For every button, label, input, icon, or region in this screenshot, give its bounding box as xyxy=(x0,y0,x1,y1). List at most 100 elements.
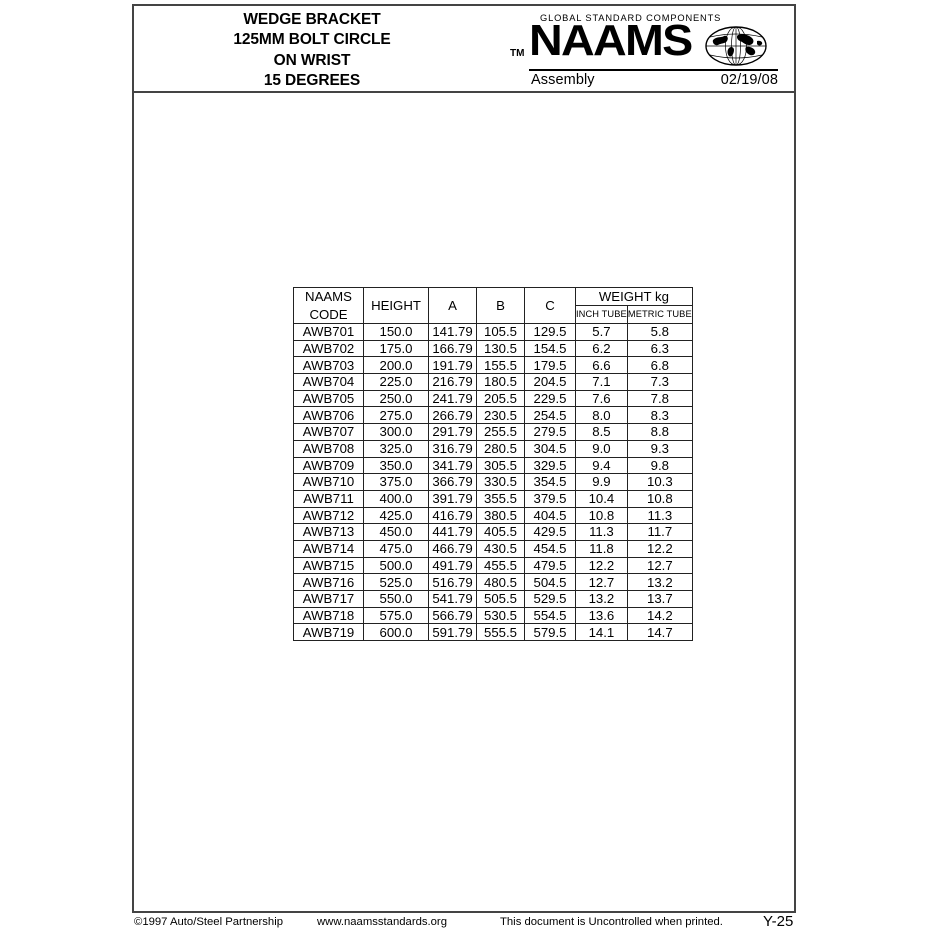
table-row: AWB719 600.0 591.79 555.5 579.5 14.1 14.7 xyxy=(293,623,693,642)
cell-inch: 9.9 xyxy=(575,473,628,491)
cell-code: AWB715 xyxy=(293,556,364,575)
cell-a: 241.79 xyxy=(428,389,477,408)
table-row: AWB701 150.0 141.79 105.5 129.5 5.7 5.8 xyxy=(293,323,693,341)
table-row: AWB711 400.0 391.79 355.5 379.5 10.4 10.8 xyxy=(293,489,693,508)
cell-c: 379.5 xyxy=(524,489,576,508)
cell-code: AWB718 xyxy=(293,606,364,625)
cell-a: 541.79 xyxy=(428,590,477,608)
cell-metric: 14.7 xyxy=(626,623,693,642)
cell-metric: 5.8 xyxy=(626,323,693,341)
table-row: AWB716 525.0 516.79 480.5 504.5 12.7 13.2 xyxy=(293,573,693,591)
table-header-row-1: NAAMS HEIGHT A B C WEIGHT kg xyxy=(293,287,693,324)
table-row: AWB703 200.0 191.79 155.5 179.5 6.6 6.8 xyxy=(293,356,693,375)
table-row: AWB714 475.0 466.79 430.5 454.5 11.8 12.2 xyxy=(293,539,693,558)
cell-b: 430.5 xyxy=(476,539,525,558)
specification-table: NAAMS HEIGHT A B C WEIGHT kg CODE INCH T… xyxy=(293,287,693,642)
cell-c: 404.5 xyxy=(524,506,576,525)
cell-code: AWB717 xyxy=(293,590,364,608)
cell-code: AWB719 xyxy=(293,623,364,642)
col-header-b: B xyxy=(476,287,525,324)
cell-height: 375.0 xyxy=(363,473,429,491)
cell-metric: 7.3 xyxy=(626,373,693,391)
col-header-weight-group: WEIGHT kg xyxy=(575,287,693,306)
cell-metric: 13.2 xyxy=(626,573,693,591)
col-header-height: HEIGHT xyxy=(363,287,429,324)
cell-code: AWB710 xyxy=(293,473,364,491)
cell-a: 391.79 xyxy=(428,489,477,508)
cell-c: 479.5 xyxy=(524,556,576,575)
globe-icon xyxy=(705,26,767,66)
cell-inch: 13.6 xyxy=(575,606,628,625)
cell-height: 500.0 xyxy=(363,556,429,575)
logo-tagline: GLOBAL STANDARD COMPONENTS xyxy=(540,13,722,23)
table-header-row-2: CODE INCH TUBE METRIC TUBE xyxy=(293,305,693,324)
cell-c: 429.5 xyxy=(524,523,576,541)
table-row: AWB705 250.0 241.79 205.5 229.5 7.6 7.8 xyxy=(293,389,693,408)
cell-metric: 8.8 xyxy=(626,423,693,441)
cell-height: 350.0 xyxy=(363,456,429,475)
cell-c: 229.5 xyxy=(524,389,576,408)
cell-metric: 7.8 xyxy=(626,389,693,408)
cell-metric: 6.3 xyxy=(626,339,693,358)
cell-height: 425.0 xyxy=(363,506,429,525)
cell-c: 304.5 xyxy=(524,439,576,458)
cell-b: 180.5 xyxy=(476,373,525,391)
cell-a: 416.79 xyxy=(428,506,477,525)
cell-inch: 11.3 xyxy=(575,523,628,541)
cell-c: 179.5 xyxy=(524,356,576,375)
cell-b: 380.5 xyxy=(476,506,525,525)
cell-inch: 13.2 xyxy=(575,590,628,608)
title-line-4: 15 DEGREES xyxy=(263,71,361,89)
cell-height: 150.0 xyxy=(363,323,429,341)
col-header-code-line2: CODE xyxy=(293,305,364,324)
cell-metric: 10.3 xyxy=(626,473,693,491)
cell-b: 505.5 xyxy=(476,590,525,608)
cell-inch: 9.4 xyxy=(575,456,628,475)
cell-b: 555.5 xyxy=(476,623,525,642)
cell-a: 266.79 xyxy=(428,406,477,425)
cell-c: 204.5 xyxy=(524,373,576,391)
cell-code: AWB704 xyxy=(293,373,364,391)
cell-metric: 11.3 xyxy=(626,506,693,525)
col-header-a: A xyxy=(428,287,477,324)
cell-a: 591.79 xyxy=(428,623,477,642)
col-header-inch-tube: INCH TUBE xyxy=(575,305,628,324)
cell-metric: 9.8 xyxy=(626,456,693,475)
cell-inch: 7.6 xyxy=(575,389,628,408)
cell-height: 325.0 xyxy=(363,439,429,458)
logo-divider-rule xyxy=(529,69,778,71)
cell-inch: 11.8 xyxy=(575,539,628,558)
cell-c: 154.5 xyxy=(524,339,576,358)
cell-b: 155.5 xyxy=(476,356,525,375)
cell-a: 366.79 xyxy=(428,473,477,491)
table-row: AWB710 375.0 366.79 330.5 354.5 9.9 10.3 xyxy=(293,473,693,491)
cell-b: 455.5 xyxy=(476,556,525,575)
cell-a: 566.79 xyxy=(428,606,477,625)
cell-a: 466.79 xyxy=(428,539,477,558)
table-row: AWB702 175.0 166.79 130.5 154.5 6.2 6.3 xyxy=(293,339,693,358)
cell-height: 400.0 xyxy=(363,489,429,508)
cell-b: 330.5 xyxy=(476,473,525,491)
cell-code: AWB706 xyxy=(293,406,364,425)
naams-logo-block: GLOBAL STANDARD COMPONENTS TM NAAMS xyxy=(502,8,790,92)
cell-code: AWB707 xyxy=(293,423,364,441)
cell-c: 504.5 xyxy=(524,573,576,591)
cell-metric: 11.7 xyxy=(626,523,693,541)
drawing-title-block: WEDGE BRACKET 125MM BOLT CIRCLE ON WRIST… xyxy=(142,10,482,91)
cell-a: 191.79 xyxy=(428,356,477,375)
cell-c: 554.5 xyxy=(524,606,576,625)
cell-b: 305.5 xyxy=(476,456,525,475)
cell-height: 225.0 xyxy=(363,373,429,391)
table-row: AWB707 300.0 291.79 255.5 279.5 8.5 8.8 xyxy=(293,423,693,441)
cell-c: 254.5 xyxy=(524,406,576,425)
cell-metric: 14.2 xyxy=(626,606,693,625)
cell-metric: 10.8 xyxy=(626,489,693,508)
cell-c: 329.5 xyxy=(524,456,576,475)
cell-b: 130.5 xyxy=(476,339,525,358)
cell-code: AWB716 xyxy=(293,573,364,591)
table-row: AWB709 350.0 341.79 305.5 329.5 9.4 9.8 xyxy=(293,456,693,475)
footer-url[interactable]: www.naamsstandards.org xyxy=(317,916,447,928)
table-body: AWB701 150.0 141.79 105.5 129.5 5.7 5.8 AWB702 1… xyxy=(293,323,693,642)
cell-code: AWB709 xyxy=(293,456,364,475)
cell-metric: 9.3 xyxy=(626,439,693,458)
